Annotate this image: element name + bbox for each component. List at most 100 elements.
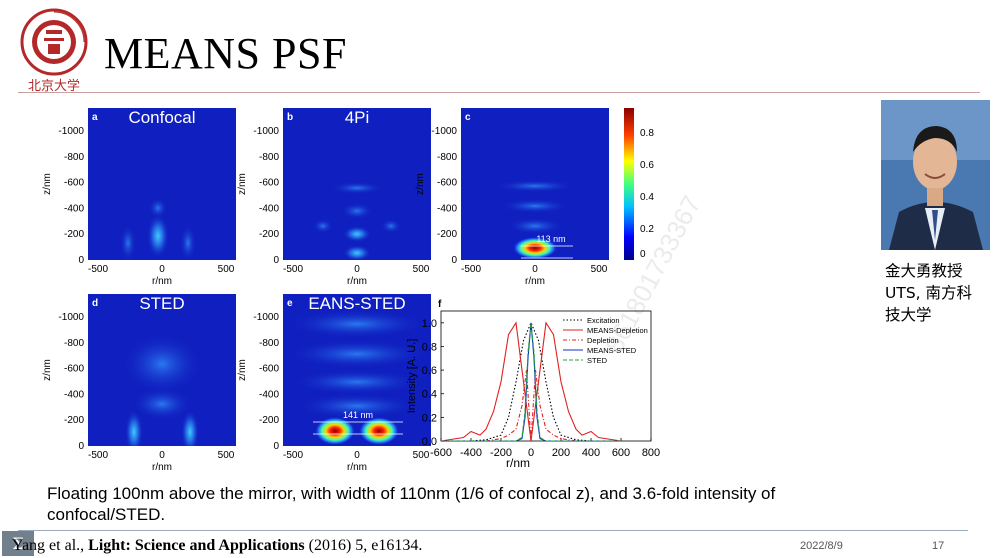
y-axis-label: z/nm bbox=[237, 359, 248, 381]
y-tick-label: -800 bbox=[259, 152, 279, 163]
panel-letter: a bbox=[92, 112, 98, 123]
y-tick-label: 0 bbox=[78, 441, 84, 452]
x-tick-label: 0 bbox=[159, 450, 165, 461]
university-logo: 北京大学 bbox=[20, 8, 88, 94]
heatmap-panel-a: a Confocal -1000 -800 -600 -400 -200 0 -500 0 500 r… bbox=[42, 108, 236, 287]
y-tick-label: 1.0 bbox=[422, 318, 437, 330]
y-tick-label: -800 bbox=[64, 338, 84, 349]
y-axis-label: z/nm bbox=[237, 173, 248, 195]
x-tick-label: 0 bbox=[354, 264, 360, 275]
heatmap-panel-d: d STED -1000 -800 -600 -400 -200 0 -500 0 500 r/nm z… bbox=[42, 294, 236, 473]
intensity-lobe bbox=[381, 219, 401, 233]
x-tick-label: -500 bbox=[461, 264, 481, 275]
x-tick-label: 0 bbox=[528, 447, 534, 459]
x-tick-label: 0 bbox=[159, 264, 165, 275]
colorbar bbox=[624, 108, 634, 260]
panel-letter: f bbox=[438, 299, 442, 310]
panel-title: Confocal bbox=[128, 108, 195, 127]
x-tick-label: -500 bbox=[283, 450, 303, 461]
y-tick-label: -400 bbox=[259, 203, 279, 214]
y-tick-label: -1000 bbox=[253, 312, 279, 323]
citation-journal: Light: Science and Applications bbox=[88, 537, 305, 554]
series-line-means-sted bbox=[441, 322, 621, 441]
intensity-lobe bbox=[359, 417, 399, 445]
colorbar-tick-label: 0 bbox=[640, 249, 646, 260]
panel-letter: d bbox=[92, 298, 98, 309]
page-number: 17 bbox=[932, 540, 945, 552]
legend-entry: Depletion bbox=[587, 336, 619, 345]
x-tick-label: 500 bbox=[218, 450, 235, 461]
y-tick-label: 0 bbox=[273, 255, 279, 266]
footer-divider bbox=[18, 530, 968, 531]
x-tick-label: -600 bbox=[430, 447, 452, 459]
panel-title: 4Pi bbox=[345, 108, 370, 127]
x-axis-label: r/nm bbox=[347, 276, 367, 287]
legend-entry: Excitation bbox=[587, 316, 620, 325]
y-axis-label: z/nm bbox=[415, 173, 426, 195]
y-tick-label: -200 bbox=[64, 415, 84, 426]
y-tick-label: 0.8 bbox=[422, 341, 437, 353]
plot-legend: ExcitationMEANS-DepletionDepletionMEANS-… bbox=[563, 316, 648, 365]
speaker-caption: 金大勇教授 UTS, 南方科 技大学 bbox=[885, 260, 997, 326]
y-tick-label: 0 bbox=[451, 255, 457, 266]
y-tick-label: -600 bbox=[64, 364, 84, 375]
y-tick-label: -600 bbox=[64, 178, 84, 189]
intensity-lobe bbox=[297, 394, 417, 418]
speaker-caption-line3: 技大学 bbox=[885, 306, 932, 324]
panel-letter: b bbox=[287, 112, 293, 123]
psf-figure: a Confocal -1000 -800 -600 -400 -200 0 -500 0 500 r… bbox=[42, 108, 707, 473]
x-tick-label: -500 bbox=[88, 264, 108, 275]
intensity-lobe bbox=[343, 226, 371, 242]
x-tick-label: -200 bbox=[490, 447, 512, 459]
citation: Yang et al., Light: Science and Applicat… bbox=[12, 537, 422, 555]
legend-entry: MEANS-Depletion bbox=[587, 326, 648, 335]
colorbar-tick-label: 0.4 bbox=[640, 192, 654, 203]
y-axis-label: z/nm bbox=[42, 173, 53, 195]
intensity-lobe bbox=[181, 410, 199, 446]
colorbar-tick-label: 0.6 bbox=[640, 160, 654, 171]
heatmap-panel-e: e EANS-STED -1000 -800 -600 -400 -200 0 -500 0 500… bbox=[237, 294, 431, 473]
y-tick-label: -800 bbox=[437, 152, 457, 163]
series-line-sted bbox=[441, 322, 621, 441]
intensity-lobe bbox=[287, 310, 427, 338]
intensity-lobe bbox=[291, 370, 423, 394]
heatmap-panel-b: b 4Pi -1000 -800 -600 -400 -200 0 -500 0 500 r/nm z/… bbox=[237, 108, 431, 287]
panel-title: STED bbox=[139, 294, 184, 313]
intensity-lobe bbox=[122, 334, 202, 394]
colorbar-tick-label: 0.2 bbox=[640, 224, 654, 235]
panel-title: EANS-STED bbox=[308, 294, 405, 313]
x-tick-label: 400 bbox=[582, 447, 600, 459]
slide-date: 2022/8/9 bbox=[800, 540, 843, 552]
intensity-profile-plot: -600 -400 -200 0 200 400 600 800 0.0 0.2 0.4 0.6 0.8… bbox=[406, 299, 660, 470]
panel-letter: e bbox=[287, 298, 293, 309]
speaker-caption-line1: 金大勇教授 bbox=[885, 262, 963, 280]
x-tick-label: -400 bbox=[460, 447, 482, 459]
x-axis-label: r/nm bbox=[506, 456, 530, 470]
y-tick-label: -400 bbox=[259, 389, 279, 400]
y-tick-label: -1000 bbox=[58, 312, 84, 323]
x-tick-label: 600 bbox=[612, 447, 630, 459]
y-axis-label: Intensity [A. U.] bbox=[406, 339, 418, 414]
y-tick-label: -200 bbox=[259, 229, 279, 240]
sigma-button[interactable]: Σ bbox=[2, 531, 34, 556]
x-tick-label: 0 bbox=[354, 450, 360, 461]
y-tick-label: -200 bbox=[64, 229, 84, 240]
y-tick-label: -800 bbox=[64, 152, 84, 163]
y-tick-label: -600 bbox=[259, 364, 279, 375]
speaker-photo bbox=[881, 100, 990, 250]
y-axis-label: z/nm bbox=[42, 359, 53, 381]
plot-frame bbox=[440, 310, 652, 442]
y-tick-label: -600 bbox=[259, 178, 279, 189]
series-line-means-depletion bbox=[441, 321, 622, 441]
intensity-lobe bbox=[315, 417, 355, 445]
y-tick-label: -200 bbox=[259, 415, 279, 426]
x-axis-label: r/nm bbox=[347, 462, 367, 473]
legend-entry: MEANS-STED bbox=[587, 346, 637, 355]
slide-title: MEANS PSF bbox=[104, 29, 347, 78]
y-tick-label: 0 bbox=[273, 441, 279, 452]
colorbar-tick-label: 0.8 bbox=[640, 128, 654, 139]
citation-details: (2016) 5, e16134. bbox=[308, 537, 423, 554]
y-tick-label: -800 bbox=[259, 338, 279, 349]
x-tick-label: 800 bbox=[642, 447, 660, 459]
